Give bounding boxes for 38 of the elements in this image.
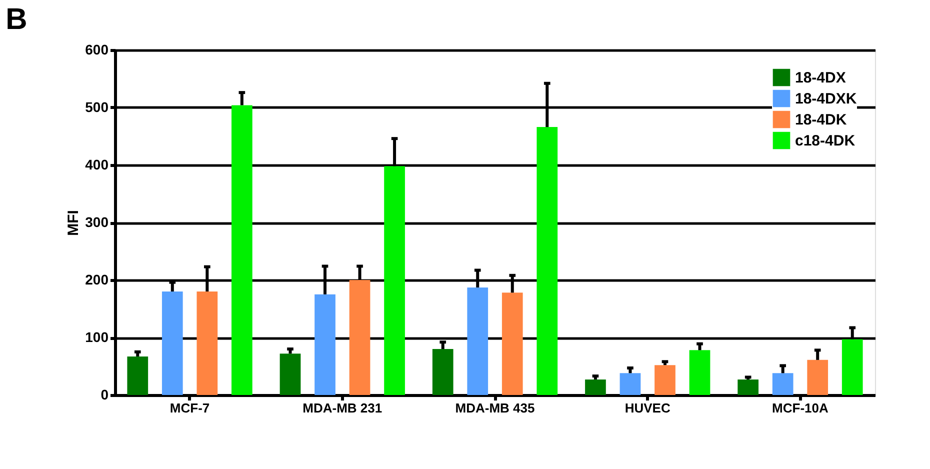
bar bbox=[502, 292, 523, 395]
x-tick-label: MCF-10A bbox=[772, 400, 829, 416]
legend-label: 18-4DK bbox=[795, 112, 847, 128]
x-tick-label: HUVEC bbox=[624, 400, 671, 416]
x-tick-label: MCF-7 bbox=[170, 400, 210, 416]
y-tick-label: 300 bbox=[85, 214, 109, 230]
bar bbox=[349, 280, 370, 395]
bar bbox=[620, 373, 641, 395]
y-axis-title: MFI bbox=[65, 210, 82, 236]
y-tick-label: 400 bbox=[85, 156, 109, 172]
bar bbox=[772, 373, 794, 395]
y-tick-label: 200 bbox=[85, 272, 109, 288]
bar bbox=[314, 294, 336, 395]
bar bbox=[162, 292, 183, 395]
bar bbox=[842, 339, 863, 395]
bar bbox=[127, 356, 148, 395]
chart-title: B bbox=[6, 3, 28, 36]
bar bbox=[280, 354, 301, 395]
bar bbox=[467, 287, 488, 395]
bar bbox=[689, 350, 710, 395]
bar bbox=[807, 360, 828, 395]
bar bbox=[384, 166, 405, 395]
y-tick-label: 0 bbox=[100, 386, 109, 402]
bar bbox=[738, 379, 759, 395]
x-tick-label: MDA-MB 231 bbox=[302, 400, 382, 416]
bar bbox=[196, 292, 218, 395]
y-tick-label: 100 bbox=[85, 329, 109, 345]
legend-label: 18-4DXK bbox=[795, 90, 857, 108]
bar bbox=[536, 127, 558, 395]
bar bbox=[231, 105, 252, 395]
legend-label: c18-4DK bbox=[795, 132, 856, 150]
legend-label: 18-4DX bbox=[795, 70, 846, 86]
bar bbox=[654, 365, 676, 395]
bar bbox=[585, 379, 606, 395]
y-tick-label: 600 bbox=[85, 42, 109, 58]
x-tick-label: MDA-MB 435 bbox=[455, 400, 535, 416]
y-tick-label: 500 bbox=[85, 99, 109, 115]
bar bbox=[432, 349, 454, 395]
